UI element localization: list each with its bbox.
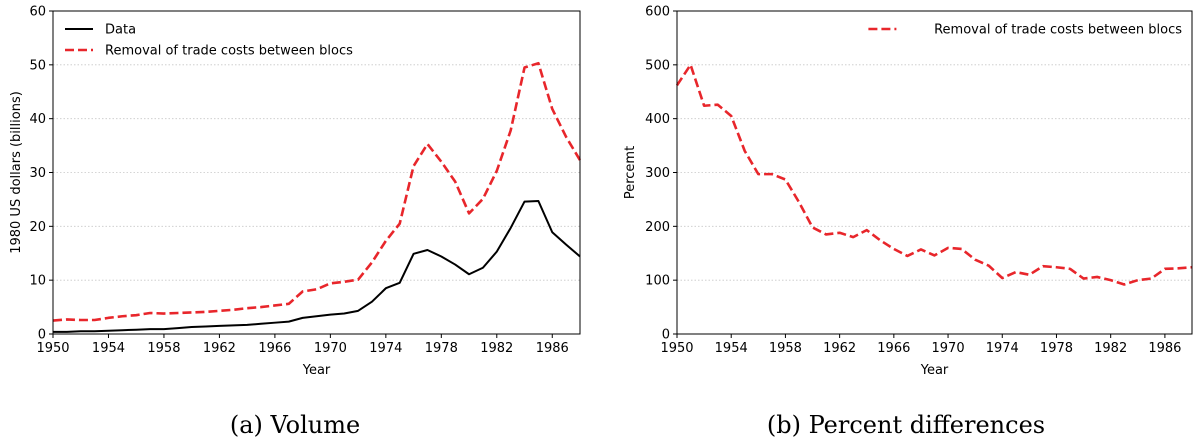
chart-panel-2: 0 100 200 300 400 500 600 1950 1954 1958 1962 1966 1… — [623, 5, 1193, 439]
x-tick-label: 1986 — [1148, 341, 1181, 356]
y-tick-label: 300 — [645, 166, 670, 181]
x-tick-label: 1966 — [877, 341, 910, 356]
x-tick-label: 1958 — [147, 341, 180, 356]
legend-label-1: Removal of trade costs between blocs — [934, 23, 1182, 38]
x-tick-label: 1966 — [258, 341, 291, 356]
x-tick-label: 1950 — [660, 341, 693, 356]
legend-label-2: Removal of trade costs between blocs — [105, 44, 353, 59]
figure-caption: (a) Volume — [230, 411, 360, 439]
y-tick-label: 600 — [645, 5, 670, 20]
y-tick-label: 0 — [38, 328, 46, 343]
chart-panel-1: 0 10 20 30 40 50 60 1950 1954 1958 1962 1966 1970 197… — [9, 5, 582, 439]
x-tick-label: 1954 — [715, 341, 748, 356]
y-tick-label: 40 — [29, 112, 46, 127]
y-tick-label: 60 — [29, 5, 46, 20]
y-tick-label: 20 — [29, 220, 46, 235]
series-line-1 — [675, 63, 1193, 286]
figure-caption: (b) Percent differences — [767, 411, 1045, 439]
x-tick-label: 1950 — [36, 341, 69, 356]
y-tick-label: 10 — [29, 274, 46, 289]
series-line-2 — [52, 61, 582, 322]
x-tick-label: 1962 — [823, 341, 856, 356]
y-tick-label: 200 — [645, 220, 670, 235]
legend: Removal of trade costs between blocs — [868, 23, 1182, 38]
x-tick-label: 1974 — [986, 341, 1019, 356]
y-axis-label: 1980 US dollars (billions) — [9, 91, 24, 254]
x-tick-label: 1986 — [536, 341, 569, 356]
legend: Data Removal of trade costs between blocs — [65, 23, 353, 59]
x-axis-label: Year — [302, 363, 331, 378]
x-tick-label: 1982 — [1094, 341, 1127, 356]
x-tick-label: 1970 — [932, 341, 965, 356]
x-tick-label: 1978 — [425, 341, 458, 356]
x-tick-label: 1954 — [92, 341, 125, 356]
x-tick-label: 1962 — [203, 341, 236, 356]
x-tick-label: 1978 — [1040, 341, 1073, 356]
series-line-1 — [53, 200, 581, 333]
y-tick-label: 100 — [645, 274, 670, 289]
y-tick-label: 50 — [29, 58, 46, 73]
y-tick-label: 500 — [645, 58, 670, 73]
x-tick-label: 1958 — [769, 341, 802, 356]
y-axis-label: Percemt — [623, 146, 638, 199]
y-tick-label: 30 — [29, 166, 46, 181]
x-tick-label: 1970 — [314, 341, 347, 356]
legend-label-1: Data — [105, 23, 136, 38]
x-tick-label: 1982 — [480, 341, 513, 356]
y-tick-label: 0 — [662, 328, 670, 343]
x-axis-label: Year — [920, 363, 949, 378]
y-tick-label: 400 — [645, 112, 670, 127]
x-tick-label: 1974 — [369, 341, 402, 356]
